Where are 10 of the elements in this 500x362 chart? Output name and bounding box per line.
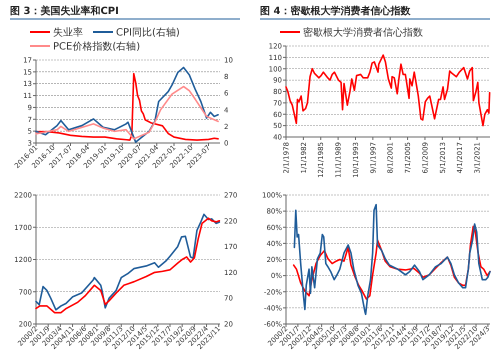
line-series <box>285 54 490 126</box>
legend-label: 失业率 <box>53 26 83 38</box>
chart-title: 图 4：密歇根大学消费者信心指数 <box>260 5 412 17</box>
chart-title: 图 3：美国失业率和CPI <box>10 5 119 17</box>
line-series <box>294 204 491 316</box>
legend-label: CPI同比(右轴) <box>116 26 180 38</box>
legend-label: PCE价格指数(右轴) <box>53 40 140 52</box>
legend-label: 密歇根大学消费者信心指数 <box>303 26 423 38</box>
line-series <box>35 86 219 140</box>
line-series <box>292 226 491 300</box>
